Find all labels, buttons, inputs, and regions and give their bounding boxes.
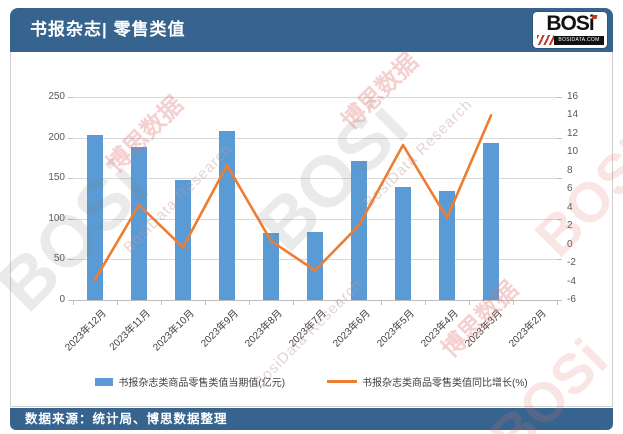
- chart-area: 0 50 100 150 200 250 16 14 12 10 8 6 4 2 0 -2 -4 -6 2023年1…: [10, 52, 613, 407]
- right-axis-label: 4: [567, 201, 573, 213]
- legend-item-bar: 书报杂志类商品零售类值当期值(亿元): [95, 374, 285, 389]
- footer-bar: 数据来源：统计局、博思数据整理: [10, 408, 613, 430]
- right-axis-tick: [557, 137, 562, 139]
- combo-chart: 0 50 100 150 200 250 16 14 12 10 8 6 4 2 0 -2 -4 -6 2023年1…: [11, 52, 612, 406]
- right-axis-label: -2: [567, 257, 576, 269]
- x-axis-tick: [73, 301, 74, 305]
- right-axis-label: 10: [567, 146, 579, 158]
- right-axis-tick: [557, 97, 562, 98]
- left-axis-label: 250: [48, 91, 65, 102]
- x-axis-tick: [425, 301, 426, 305]
- left-axis-label: 100: [48, 212, 65, 224]
- x-axis-tick: [293, 301, 294, 305]
- left-axis-tick: [68, 178, 73, 180]
- page-title: 书报杂志| 零售类值: [30, 20, 186, 39]
- left-axis-label: 150: [48, 172, 65, 184]
- left-axis-label: 50: [53, 253, 65, 265]
- x-axis-tick: [205, 301, 206, 305]
- right-axis-label: 8: [567, 164, 573, 176]
- bar: [307, 231, 323, 300]
- bar: [439, 191, 455, 300]
- bar: [395, 187, 411, 300]
- right-axis-label: -4: [567, 275, 576, 287]
- right-axis-label: 2: [567, 220, 573, 232]
- bar: [131, 147, 147, 300]
- legend-item-line: 书报杂志类商品零售类值同比增长(%): [327, 374, 528, 389]
- right-axis-label: 0: [567, 238, 573, 250]
- left-axis-tick: [68, 218, 73, 220]
- bar: [351, 161, 367, 300]
- right-axis-label: 14: [567, 109, 579, 121]
- x-axis-tick: [557, 301, 558, 305]
- x-axis-tick: [249, 301, 250, 305]
- x-axis-tick: [469, 301, 470, 305]
- gridline: [73, 97, 557, 98]
- left-axis-tick: [68, 137, 73, 139]
- logo-wordmark: BOSi: [546, 12, 594, 35]
- right-axis-tick: [557, 218, 562, 220]
- legend-label-line: 书报杂志类商品零售类值同比增长(%): [362, 378, 528, 389]
- right-axis-label: -6: [567, 294, 576, 305]
- logo-stripes-icon: [537, 35, 554, 45]
- x-axis-tick: [513, 301, 514, 305]
- x-axis-tick: [117, 301, 118, 305]
- x-axis-line: [73, 300, 557, 301]
- gridline: [73, 137, 557, 139]
- bar: [87, 135, 103, 300]
- bar-swatch-icon: [95, 377, 114, 386]
- left-axis-tick: [68, 300, 73, 301]
- bosi-logo: BOSi BOSIDATA.COM: [533, 12, 607, 48]
- logo-dot-icon: [591, 15, 598, 19]
- right-axis-label: 16: [567, 91, 579, 102]
- x-axis-tick: [381, 301, 382, 305]
- right-axis-tick: [557, 300, 562, 301]
- bar: [219, 131, 235, 300]
- left-axis-tick: [68, 259, 73, 261]
- legend-label-bar: 书报杂志类商品零售类值当期值(亿元): [118, 378, 286, 389]
- logo-domain: BOSIDATA.COM: [554, 36, 604, 45]
- x-axis-tick: [161, 301, 162, 305]
- x-axis-tick: [337, 301, 338, 305]
- right-axis-tick: [557, 178, 562, 180]
- right-axis-tick: [557, 259, 562, 261]
- left-axis-tick: [68, 97, 73, 98]
- header-bar: 书报杂志| 零售类值 BOSi BOSIDATA.COM: [10, 8, 613, 52]
- left-axis-label: 0: [59, 294, 65, 305]
- bar: [263, 232, 279, 300]
- bar: [483, 143, 499, 300]
- right-axis-label: 6: [567, 183, 573, 195]
- bar: [175, 179, 191, 300]
- legend: 书报杂志类商品零售类值当期值(亿元) 书报杂志类商品零售类值同比增长(%): [11, 374, 612, 389]
- left-axis-label: 200: [48, 131, 65, 143]
- line-swatch-icon: [327, 380, 358, 383]
- data-source: 数据来源：统计局、博思数据整理: [25, 412, 228, 426]
- right-axis-label: 12: [567, 127, 579, 139]
